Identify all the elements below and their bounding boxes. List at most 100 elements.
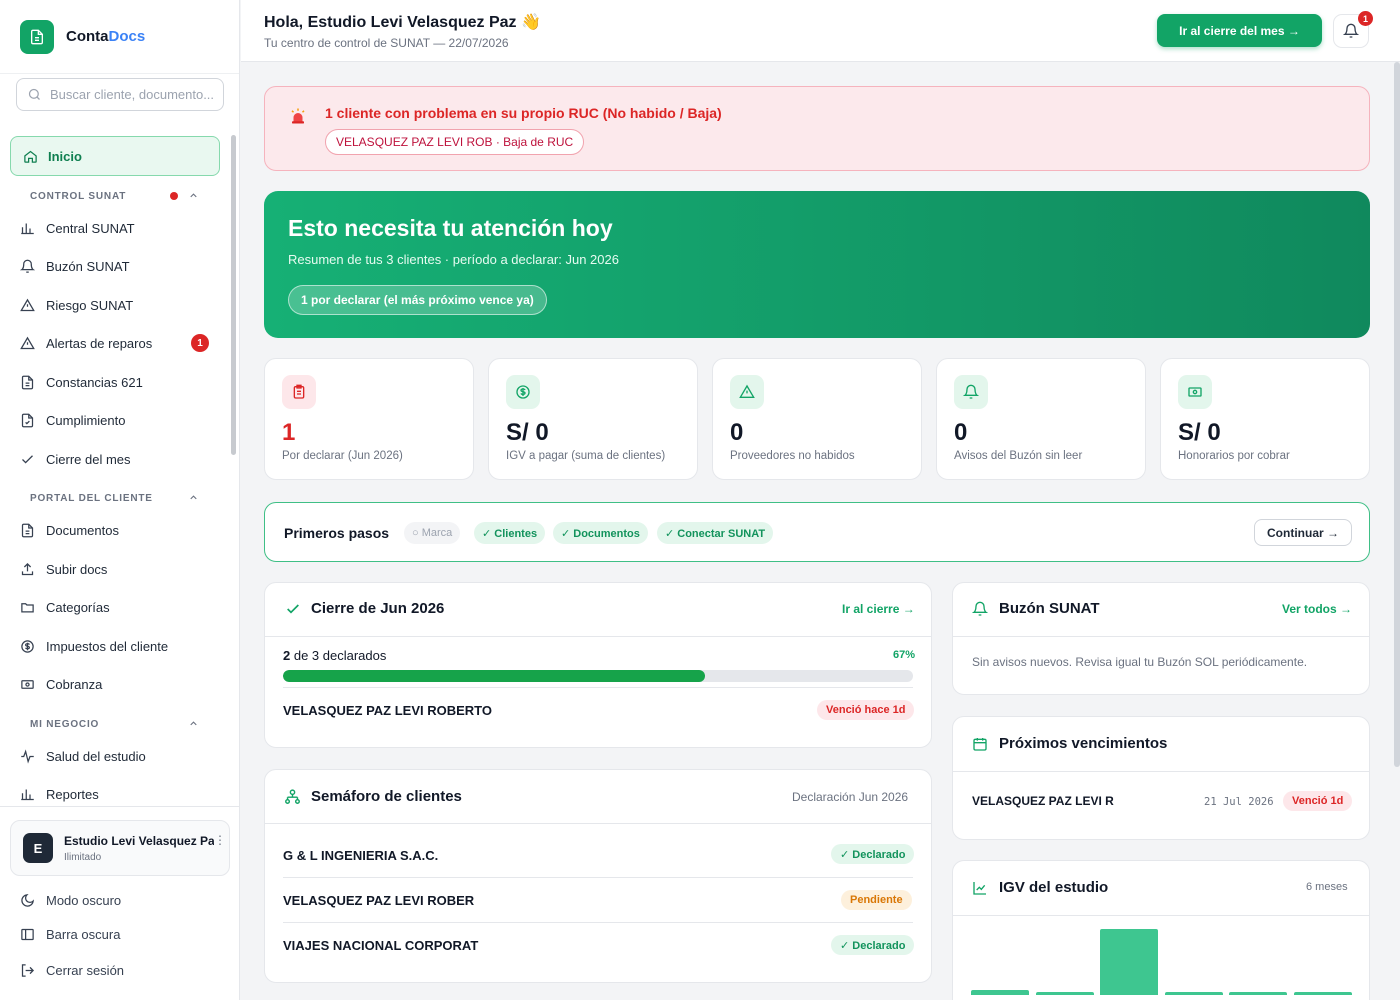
logo[interactable]: ContaDocs [0, 0, 239, 74]
sidebar-item-categorias[interactable]: Categorías [20, 595, 110, 619]
stat-card-buzon[interactable]: 0 Avisos del Buzón sin leer [936, 358, 1146, 480]
sidebar-item-inicio[interactable]: Inicio [10, 136, 220, 176]
siren-icon [291, 108, 305, 124]
link-label: Cerrar sesión [46, 962, 125, 978]
status-dot [170, 192, 178, 200]
client-chip[interactable]: VELASQUEZ PAZ LEVI ROB · Baja de RUC [325, 129, 585, 155]
close-month-card: Cierre de Jun 2026 Ir al cierre → 2 de 3… [264, 582, 932, 748]
stat-label: Por declarar (Jun 2026) [282, 450, 403, 462]
pending-declare-pill[interactable]: 1 por declarar (el más próximo vence ya) [288, 285, 547, 315]
bell-icon [972, 601, 988, 616]
search-input[interactable]: Buscar cliente, documento... [16, 78, 224, 111]
client-traffic-light-card: Semáforo de clientes Declaración Jun 202… [264, 769, 932, 983]
step-chip-conectar-sunat[interactable]: ✓ Conectar SUNAT [657, 522, 774, 544]
link-label: Modo oscuro [46, 892, 122, 908]
sidebar-item-reportes[interactable]: Reportes [20, 782, 99, 805]
view-all-link[interactable]: Ver todos → [1282, 602, 1353, 616]
sidebar-item-label: Subir docs [46, 561, 108, 577]
dark-sidebar-toggle[interactable]: Barra oscura [20, 922, 120, 946]
status-badge: ✓ Declarado [831, 935, 915, 955]
sidebar-item-label: Central SUNAT [46, 220, 135, 236]
sidebar-item-label: Salud del estudio [46, 748, 146, 764]
sidebar-item-impuestos-del-cliente[interactable]: Impuestos del cliente [20, 634, 168, 658]
card-title: Semáforo de clientes [311, 788, 462, 805]
check-icon [22, 454, 33, 464]
more-icon[interactable]: ⋮ [214, 833, 226, 847]
check-icon [287, 604, 299, 614]
section-portal-del-cliente[interactable]: PORTAL DEL CLIENTE [30, 493, 153, 504]
table-row[interactable]: G & L INGENIERIA S.A.C. [283, 848, 439, 863]
step-chip-marca[interactable]: ○ Marca [404, 522, 461, 544]
igv-bar [971, 989, 1029, 995]
bell-icon [1343, 23, 1359, 38]
stat-label: IGV a pagar (suma de clientes) [506, 450, 666, 462]
client-name[interactable]: VELASQUEZ PAZ LEVI R [972, 794, 1114, 808]
section-control-sunat[interactable]: CONTROL SUNAT [30, 191, 127, 202]
notification-count-badge: 1 [1358, 11, 1373, 26]
chevron-up-icon[interactable] [188, 492, 199, 503]
stat-value: 0 [954, 419, 968, 446]
sidebar-icon [21, 928, 34, 940]
client-name: VELASQUEZ PAZ LEVI ROBERTO [283, 703, 492, 718]
card-meta: Declaración Jun 2026 [792, 790, 909, 804]
notifications-button[interactable]: 1 [1333, 11, 1373, 48]
logout-button[interactable]: Cerrar sesión [20, 958, 124, 982]
page-scrollbar[interactable] [1394, 62, 1400, 767]
sidebar-item-riesgo-sunat[interactable]: Riesgo SUNAT [20, 293, 133, 317]
stat-card-honorarios[interactable]: S/ 0 Honorarios por cobrar [1160, 358, 1370, 480]
sidebar-item-alertas-de-reparos[interactable]: Alertas de reparos [20, 331, 152, 355]
dollar-icon [506, 375, 540, 409]
go-to-close-button[interactable]: Ir al cierre del mes → [1157, 14, 1322, 47]
stat-card-por-declarar[interactable]: 1 Por declarar (Jun 2026) [264, 358, 474, 480]
continue-button[interactable]: Continuar → [1254, 519, 1352, 546]
logout-icon [21, 963, 35, 977]
stat-card-proveedores[interactable]: 0 Proveedores no habidos [712, 358, 922, 480]
user-plan: Ilimitado [64, 851, 102, 863]
card-title: IGV del estudio [999, 879, 1109, 896]
sidebar-item-subir-docs[interactable]: Subir docs [20, 557, 107, 581]
chevron-up-icon[interactable] [188, 190, 199, 201]
home-icon [24, 150, 37, 163]
stat-card-igv[interactable]: S/ 0 IGV a pagar (suma de clientes) [488, 358, 698, 480]
sidebar-item-label: Cobranza [46, 676, 103, 692]
sidebar-item-central-sunat[interactable]: Central SUNAT [20, 216, 135, 240]
line-chart-icon [973, 882, 986, 895]
progress-percent: 67% [893, 649, 916, 661]
progress-text: 2 de 3 declarados [283, 648, 387, 663]
hero-title: Esto necesita tu atención hoy [288, 215, 613, 241]
sidebar-item-cumplimiento[interactable]: Cumplimiento [20, 408, 125, 432]
igv-bar [1293, 992, 1352, 995]
dark-mode-toggle[interactable]: Modo oscuro [20, 888, 121, 912]
sidebar-item-cierre-del-mes[interactable]: Cierre del mes [20, 447, 131, 471]
link-label: Barra oscura [46, 926, 121, 942]
status-badge: ✓ Declarado [831, 844, 915, 864]
igv-bar [1164, 992, 1223, 995]
igv-chart-card: IGV del estudio 6 meses [952, 860, 1370, 1000]
sidebar-item-documentos[interactable]: Documentos [20, 518, 119, 542]
sidebar-item-salud-del-estudio[interactable]: Salud del estudio [20, 744, 146, 768]
sidebar-item-cobranza[interactable]: Cobranza [20, 672, 102, 696]
go-to-close-link[interactable]: Ir al cierre → [842, 602, 915, 616]
step-chip-clientes[interactable]: ✓ Clientes [474, 522, 546, 544]
document-logo-icon [20, 19, 54, 54]
table-row[interactable]: VELASQUEZ PAZ LEVI ROBER [283, 893, 475, 908]
chevron-up-icon[interactable] [188, 718, 199, 729]
main-content: Hola, Estudio Levi Velasquez Paz 👋 Tu ce… [241, 0, 1400, 1000]
sidebar-item-label: Inicio [48, 148, 82, 164]
sidebar-item-buzon-sunat[interactable]: Buzón SUNAT [20, 254, 130, 278]
sidebar-scrollbar[interactable] [231, 125, 236, 805]
sidebar-item-label: Riesgo SUNAT [46, 297, 134, 313]
sidebar-item-label: Cumplimiento [46, 412, 126, 428]
igv-bar [1229, 992, 1287, 995]
sidebar-item-constancias-621[interactable]: Constancias 621 [20, 370, 143, 394]
stat-label: Avisos del Buzón sin leer [954, 450, 1083, 462]
ruc-alert-banner: 1 cliente con problema en su propio RUC … [264, 86, 1370, 171]
user-name: Estudio Levi Velasquez Paz [64, 833, 214, 848]
section-mi-negocio[interactable]: MI NEGOCIO [30, 719, 100, 730]
header: Hola, Estudio Levi Velasquez Paz 👋 Tu ce… [241, 0, 1400, 62]
user-card[interactable]: E Estudio Levi Velasquez Paz Ilimitado ⋮ [10, 820, 230, 876]
step-chip-documentos[interactable]: ✓ Documentos [553, 522, 648, 544]
table-row[interactable]: VIAJES NACIONAL CORPORAT [283, 938, 479, 953]
stat-label: Proveedores no habidos [730, 450, 855, 462]
first-steps-bar: Primeros pasos ○ Marca ✓ Clientes ✓ Docu… [264, 502, 1370, 562]
